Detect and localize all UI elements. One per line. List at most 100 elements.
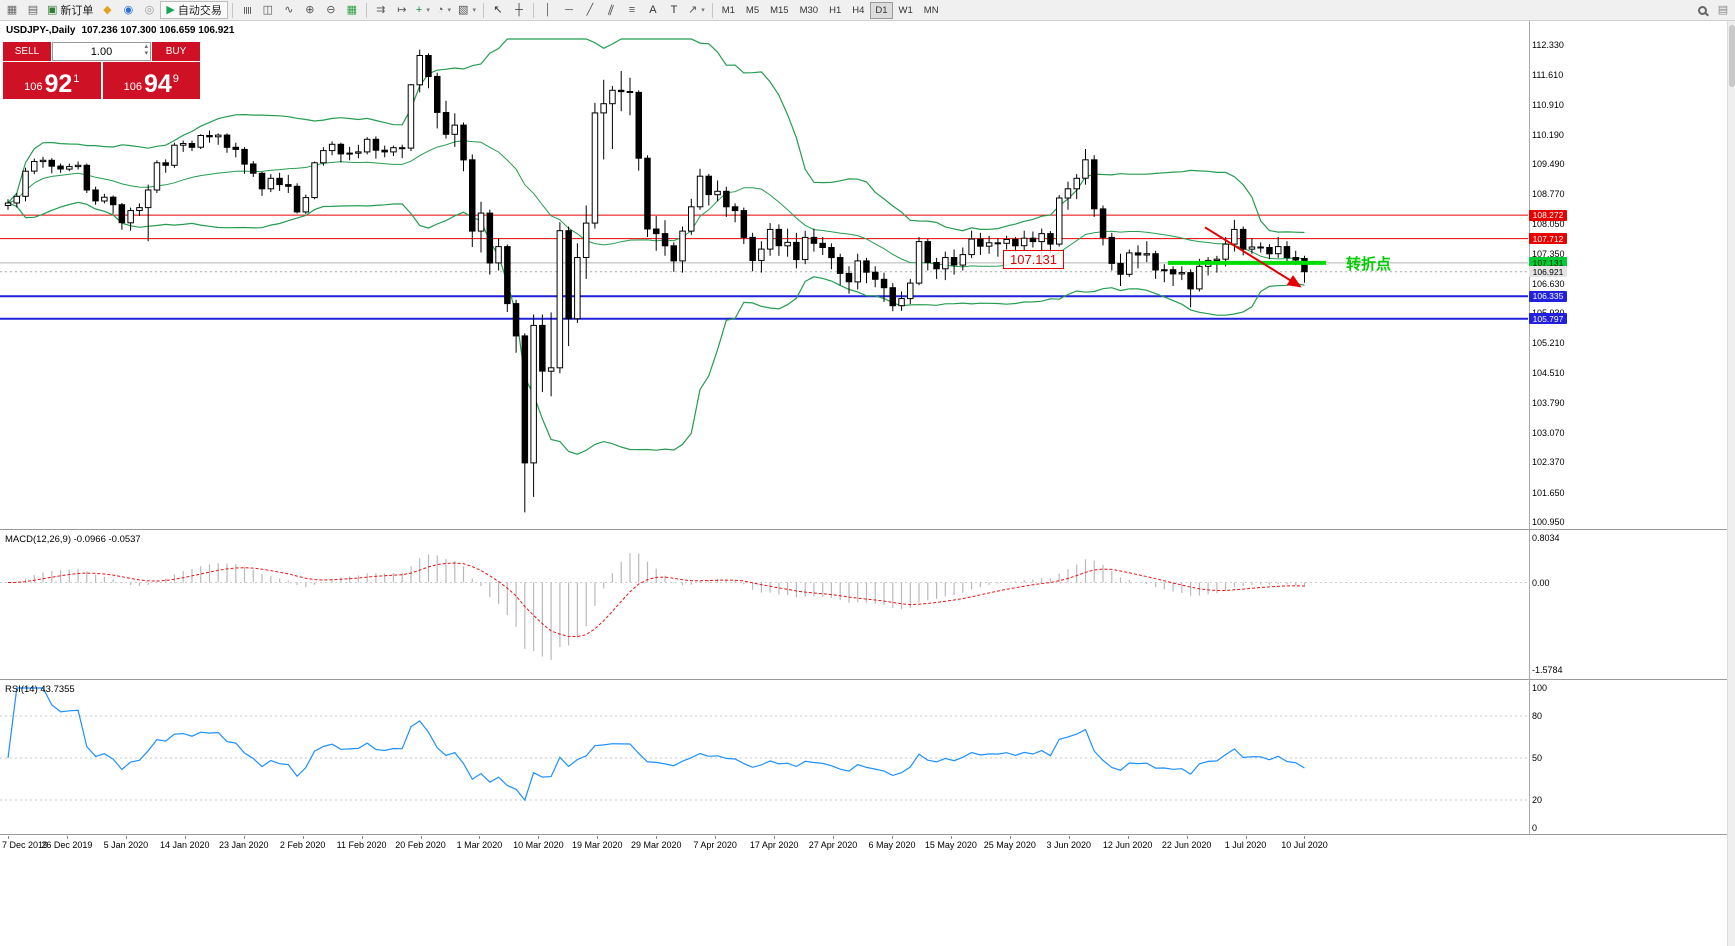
vertical-scrollbar[interactable]: [1727, 21, 1735, 946]
macd-signal-line: [7, 562, 1305, 638]
price-scale-label: 100.950: [1532, 517, 1565, 527]
zoom-out-icon[interactable]: ⊖: [321, 1, 341, 19]
turning-point-annotation[interactable]: 转折点: [1346, 256, 1392, 273]
bollinger-lower-band: [7, 201, 1305, 455]
buy-price-big: 94: [143, 69, 172, 98]
timeframe-button-m5[interactable]: M5: [745, 4, 760, 16]
autotrade-button[interactable]: ▶ 自动交易: [160, 1, 228, 19]
panel-splitter[interactable]: [0, 529, 1735, 530]
volume-down-button[interactable]: ▾: [144, 50, 148, 57]
cursor-icon[interactable]: ↖: [488, 1, 508, 19]
chevron-down-icon: ▾: [701, 7, 705, 14]
zoom-in-icon[interactable]: ⊕: [300, 1, 320, 19]
fibonacci-icon: ≡: [628, 3, 636, 16]
volume-up-button[interactable]: ▴: [144, 43, 148, 50]
line-chart-icon[interactable]: ∿: [279, 1, 299, 19]
bar-chart-icon[interactable]: ≣: [237, 1, 257, 19]
time-axis-label: 12 Jun 2020: [1102, 840, 1153, 850]
label-icon[interactable]: T: [664, 1, 684, 19]
tile-windows-icon[interactable]: ▦: [342, 1, 362, 19]
sell-button[interactable]: SELL: [3, 42, 51, 61]
time-axis-label: 6 May 2020: [868, 840, 916, 850]
buy-button[interactable]: BUY: [152, 42, 200, 61]
line-chart-icon: ∿: [284, 3, 294, 16]
price-scale-label: 111.610: [1532, 70, 1564, 81]
volume-input[interactable]: 1.00 ▴ ▾: [52, 42, 151, 61]
sell-price-button[interactable]: 106 92 1: [3, 62, 101, 99]
time-axis[interactable]: 7 Dec 2019 26 Dec 2019 5 Jan 2020 14 Jan 20…: [0, 836, 1735, 856]
macd-indicator-panel[interactable]: [0, 530, 1735, 679]
candlestick-icon[interactable]: ◫: [258, 1, 278, 19]
timeframe-button-h4[interactable]: H4: [852, 4, 865, 16]
time-tick: [125, 836, 127, 839]
rsi-indicator-panel[interactable]: [0, 681, 1735, 833]
horizontal-line-icon[interactable]: ─: [559, 1, 579, 19]
channel-icon: ∥: [606, 2, 616, 17]
rsi-label: RSI(14) 43.7355: [5, 684, 75, 695]
auto-scroll-icon[interactable]: ⇉: [371, 1, 391, 19]
trend-arrow[interactable]: [1204, 226, 1302, 288]
vertical-line-icon[interactable]: │: [538, 1, 558, 19]
timeframe-button-m1[interactable]: M1: [721, 4, 735, 16]
cursor-icon: ↖: [493, 3, 503, 16]
time-axis-label: 23 Jan 2020: [218, 840, 269, 850]
indicators-button[interactable]: + ▾: [413, 1, 433, 19]
price-scale-label: 108.770: [1532, 189, 1565, 200]
vertical-scrollbar-thumb[interactable]: [1729, 25, 1735, 87]
timeframe-button-w1[interactable]: W1: [898, 4, 913, 16]
timeframe-button-m15[interactable]: M15: [770, 4, 789, 16]
profiles-icon[interactable]: ▤: [23, 1, 43, 19]
time-axis-label: 10 Mar 2020: [513, 840, 564, 850]
templates-button[interactable]: ▧ ▾: [455, 1, 479, 19]
label-icon: T: [670, 3, 678, 16]
timeframe-button-mn[interactable]: MN: [923, 4, 939, 16]
time-axis-label: 7 Apr 2020: [693, 840, 737, 850]
price-scale-label: 110.190: [1532, 129, 1564, 140]
price-scale-label: 105.210: [1532, 338, 1565, 349]
buy-price-button[interactable]: 106 94 9: [102, 62, 200, 99]
chevron-down-icon: ▾: [472, 7, 476, 14]
time-axis-label: 1 Mar 2020: [456, 840, 503, 850]
search-icon[interactable]: [1692, 1, 1712, 19]
sell-price-prefix: 106: [24, 80, 43, 93]
periods-button[interactable]: ◔ ▾: [434, 1, 454, 19]
trendline-icon[interactable]: ╱: [580, 1, 600, 19]
shapes-button[interactable]: ↗ ▾: [685, 1, 708, 19]
crosshair-icon[interactable]: ┼: [509, 1, 529, 19]
periods-button: ◔: [436, 3, 444, 16]
time-axis-label: 11 Feb 2020: [336, 840, 387, 850]
price-scale-label: 104.510: [1532, 367, 1565, 378]
mql5-icon[interactable]: ◆: [97, 1, 117, 19]
price-scale-label: 106.630: [1532, 278, 1565, 289]
time-tick: [420, 836, 422, 839]
toolbar-separator: [482, 2, 484, 18]
rsi-scale-label: 0: [1532, 823, 1538, 833]
chart-shift-icon[interactable]: ↦: [392, 1, 412, 19]
main-price-chart[interactable]: [0, 21, 1735, 530]
new-chart-icon[interactable]: ▦: [2, 1, 22, 19]
time-axis-label: 14 Jan 2020: [160, 840, 210, 850]
text-icon[interactable]: A: [643, 1, 663, 19]
panel-splitter[interactable]: [0, 834, 1735, 835]
price-marker: 106.921: [1529, 266, 1567, 278]
chart-title: USDJPY-,Daily 107.236 107.300 106.659 106…: [6, 25, 234, 36]
price-annotation-label[interactable]: 107.131: [1003, 250, 1064, 269]
timeframe-button-d1[interactable]: D1: [870, 1, 893, 19]
timeframe-button-h1[interactable]: H1: [829, 4, 842, 16]
autotrade-button: ▶: [166, 3, 175, 16]
autotrade-button-label: 自动交易: [177, 5, 222, 17]
window-list-icon[interactable]: ▤: [1713, 1, 1733, 19]
panel-splitter[interactable]: [0, 679, 1735, 680]
chart-shift-icon: ↦: [397, 3, 407, 16]
timeframe-button-m30[interactable]: M30: [799, 4, 819, 16]
fibonacci-icon[interactable]: ≡: [622, 1, 642, 19]
indicators-button: +: [415, 3, 423, 16]
time-axis-label: 22 Jun 2020: [1161, 840, 1212, 850]
community-icon[interactable]: ◎: [139, 1, 159, 19]
time-axis-label: 10 Jul 2020: [1281, 840, 1328, 850]
new-order-button[interactable]: ▣ 新订单: [44, 1, 96, 19]
channel-icon[interactable]: ∥: [601, 1, 621, 19]
time-tick: [1009, 836, 1011, 839]
price-marker: 107.131: [1529, 257, 1567, 269]
market-depth-icon[interactable]: ◉: [118, 1, 138, 19]
